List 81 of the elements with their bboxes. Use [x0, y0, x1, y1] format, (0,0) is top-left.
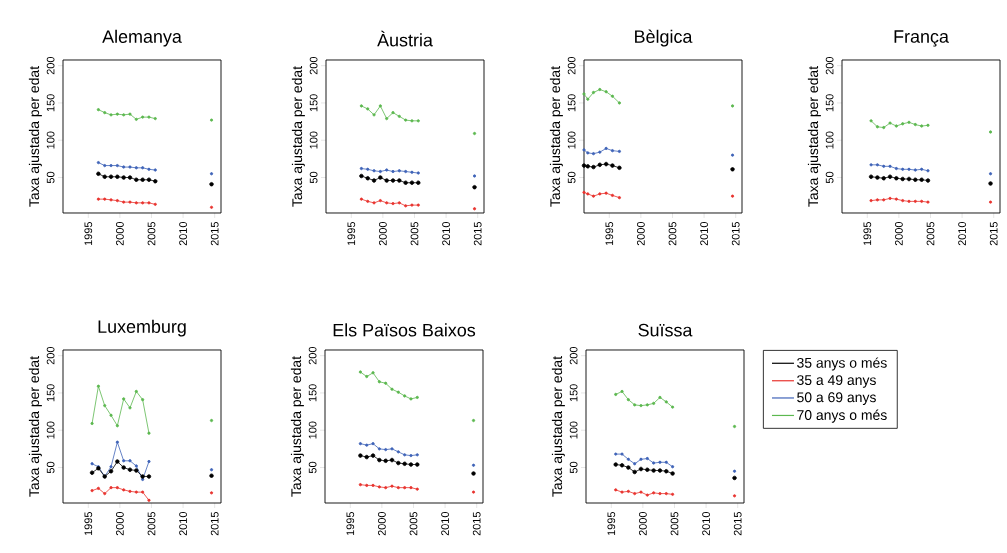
x-tick-label: 2015 — [210, 221, 219, 246]
chart-title: Alemanya — [102, 29, 182, 47]
y-tick-label: 200 — [46, 56, 55, 75]
chart-title: Luxemburg — [98, 319, 186, 337]
legend-label: 35 anys o més — [797, 357, 887, 371]
chart-title: Els Països Baixos — [333, 323, 476, 337]
x-tick-label: 2015 — [733, 511, 742, 536]
y-tick-label: 100 — [825, 131, 834, 149]
x-tick-label: 2005 — [409, 511, 418, 536]
y-axis-title: Taxa ajustada per edat — [28, 66, 42, 207]
y-tick-label: 150 — [309, 94, 318, 112]
chart-title: Bèlgica — [635, 29, 693, 47]
x-tick-label: 1995 — [84, 511, 93, 536]
x-tick-label: 2000 — [378, 511, 386, 536]
x-tick-label: 2000 — [637, 221, 645, 246]
x-tick-label: 2005 — [668, 221, 677, 246]
x-tick-label: 2000 — [379, 221, 387, 246]
y-tick-label: 200 — [309, 56, 318, 75]
x-tick-label: 2005 — [147, 511, 156, 536]
y-tick-label: 100 — [309, 131, 318, 149]
legend-label: 35 a 49 anys — [797, 375, 876, 388]
chart-title: França — [894, 30, 949, 47]
x-tick-label: 2015 — [731, 221, 740, 246]
y-axis-title: Taxa ajustada per edat — [807, 66, 821, 207]
y-tick-label: 100 — [569, 421, 578, 439]
x-tick-label: 2000 — [116, 221, 124, 246]
y-tick-label: 200 — [308, 346, 317, 365]
y-tick-label: 100 — [567, 131, 576, 149]
x-tick-label: 2015 — [473, 221, 482, 246]
x-tick-label: 1995 — [346, 511, 355, 536]
y-tick-label: 150 — [308, 384, 317, 402]
x-tick-label: 2000 — [116, 511, 124, 536]
x-tick-label: 1995 — [347, 221, 356, 246]
x-tick-label: 2010 — [702, 511, 710, 536]
x-tick-label: 2015 — [210, 511, 219, 536]
y-tick-label: 50 — [825, 171, 834, 184]
x-tick-label: 2010 — [700, 221, 708, 246]
y-axis-title: Taxa ajustada per edat — [28, 356, 42, 497]
chart-title: Suïssa — [638, 323, 693, 337]
y-tick-label: 200 — [567, 56, 576, 75]
x-tick-label: 1995 — [863, 221, 872, 246]
y-tick-label: 50 — [46, 461, 55, 474]
y-tick-label: 150 — [46, 94, 55, 112]
x-tick-label: 1995 — [605, 221, 614, 246]
y-tick-label: 100 — [308, 421, 317, 439]
y-tick-label: 200 — [569, 346, 578, 365]
y-tick-label: 150 — [569, 384, 578, 402]
y-tick-label: 150 — [567, 94, 576, 112]
y-tick-label: 150 — [825, 94, 834, 112]
x-tick-label: 2000 — [895, 221, 903, 246]
legend-label: 70 anys o més — [797, 409, 887, 423]
x-tick-label: 2000 — [639, 511, 647, 536]
x-tick-label: 2010 — [179, 511, 187, 536]
x-tick-label: 2010 — [442, 221, 450, 246]
y-tick-label: 50 — [569, 461, 578, 474]
y-tick-label: 100 — [46, 421, 55, 439]
y-axis-title: Taxa ajustada per edat — [290, 356, 304, 497]
x-tick-label: 2005 — [410, 221, 419, 246]
y-axis-title: Taxa ajustada per edat — [551, 356, 565, 497]
x-tick-label: 2015 — [472, 511, 481, 536]
legend-label: 50 a 69 anys — [797, 392, 876, 405]
x-tick-label: 1995 — [607, 511, 616, 536]
y-tick-label: 50 — [567, 171, 576, 184]
chart-title: Àustria — [377, 30, 433, 47]
x-tick-label: 2015 — [989, 221, 998, 246]
y-axis-title: Taxa ajustada per edat — [291, 66, 305, 207]
x-tick-label: 1995 — [84, 221, 93, 246]
y-tick-label: 100 — [46, 131, 55, 149]
y-axis-title: Taxa ajustada per edat — [549, 66, 563, 207]
x-tick-label: 2010 — [441, 511, 449, 536]
x-tick-label: 2005 — [147, 221, 156, 246]
y-tick-label: 200 — [825, 56, 834, 75]
y-tick-label: 150 — [46, 384, 55, 402]
x-tick-label: 2005 — [670, 511, 679, 536]
x-tick-label: 2010 — [179, 221, 187, 246]
x-tick-label: 2010 — [958, 221, 966, 246]
y-tick-label: 50 — [46, 171, 55, 184]
y-tick-label: 50 — [308, 461, 317, 474]
x-tick-label: 2005 — [926, 221, 935, 246]
y-tick-label: 50 — [309, 171, 318, 184]
y-tick-label: 200 — [46, 346, 55, 365]
